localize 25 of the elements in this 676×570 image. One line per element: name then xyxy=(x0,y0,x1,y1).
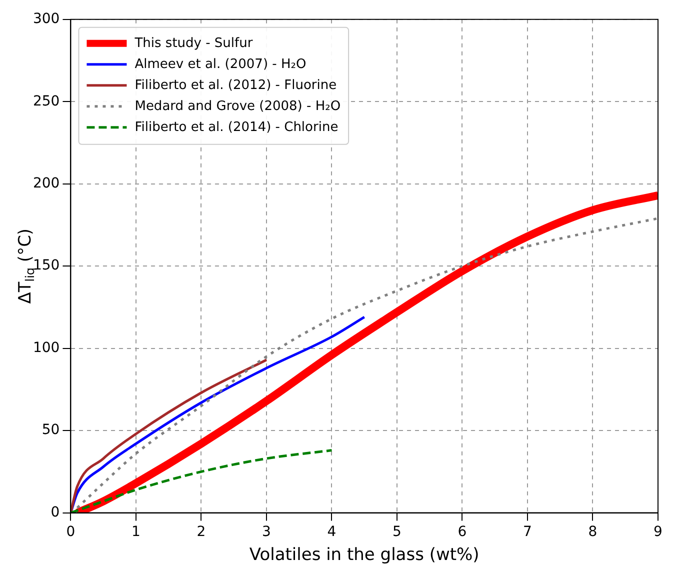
x-tick-label: 2 xyxy=(196,524,206,540)
x-axis-title: Volatiles in the glass (wt%) xyxy=(249,545,480,566)
x-tick-label: 5 xyxy=(392,524,402,540)
y-tick-label: 0 xyxy=(50,504,60,520)
x-tick-label: 7 xyxy=(523,524,532,540)
y-tick-label: 250 xyxy=(32,93,60,110)
line-series xyxy=(70,358,268,513)
x-tick-label: 8 xyxy=(588,524,598,540)
x-tick-label: 1 xyxy=(132,524,140,540)
legend-label: This study - Sulfur xyxy=(134,36,254,51)
line-series xyxy=(70,316,366,513)
legend-label: Filiberto et al. (2014) - Chlorine xyxy=(134,120,338,135)
x-tick-label: 4 xyxy=(327,524,336,540)
y-tick-label: 100 xyxy=(32,340,60,356)
legend-label: Almeev et al. (2007) - H₂O xyxy=(134,56,306,72)
line-series xyxy=(70,449,333,513)
y-tick-label: 200 xyxy=(32,176,60,192)
x-tick-label: 6 xyxy=(458,524,467,540)
x-tick-label: 3 xyxy=(262,524,271,540)
x-tick-label: 0 xyxy=(66,524,76,540)
y-tick-label: 300 xyxy=(32,11,60,28)
y-tick-label: 50 xyxy=(42,422,60,438)
legend-label: Filiberto et al. (2012) - Fluorine xyxy=(134,78,337,93)
x-tick-label: 9 xyxy=(654,524,662,540)
legend-label: Medard and Grove (2008) - H₂O xyxy=(134,98,341,114)
